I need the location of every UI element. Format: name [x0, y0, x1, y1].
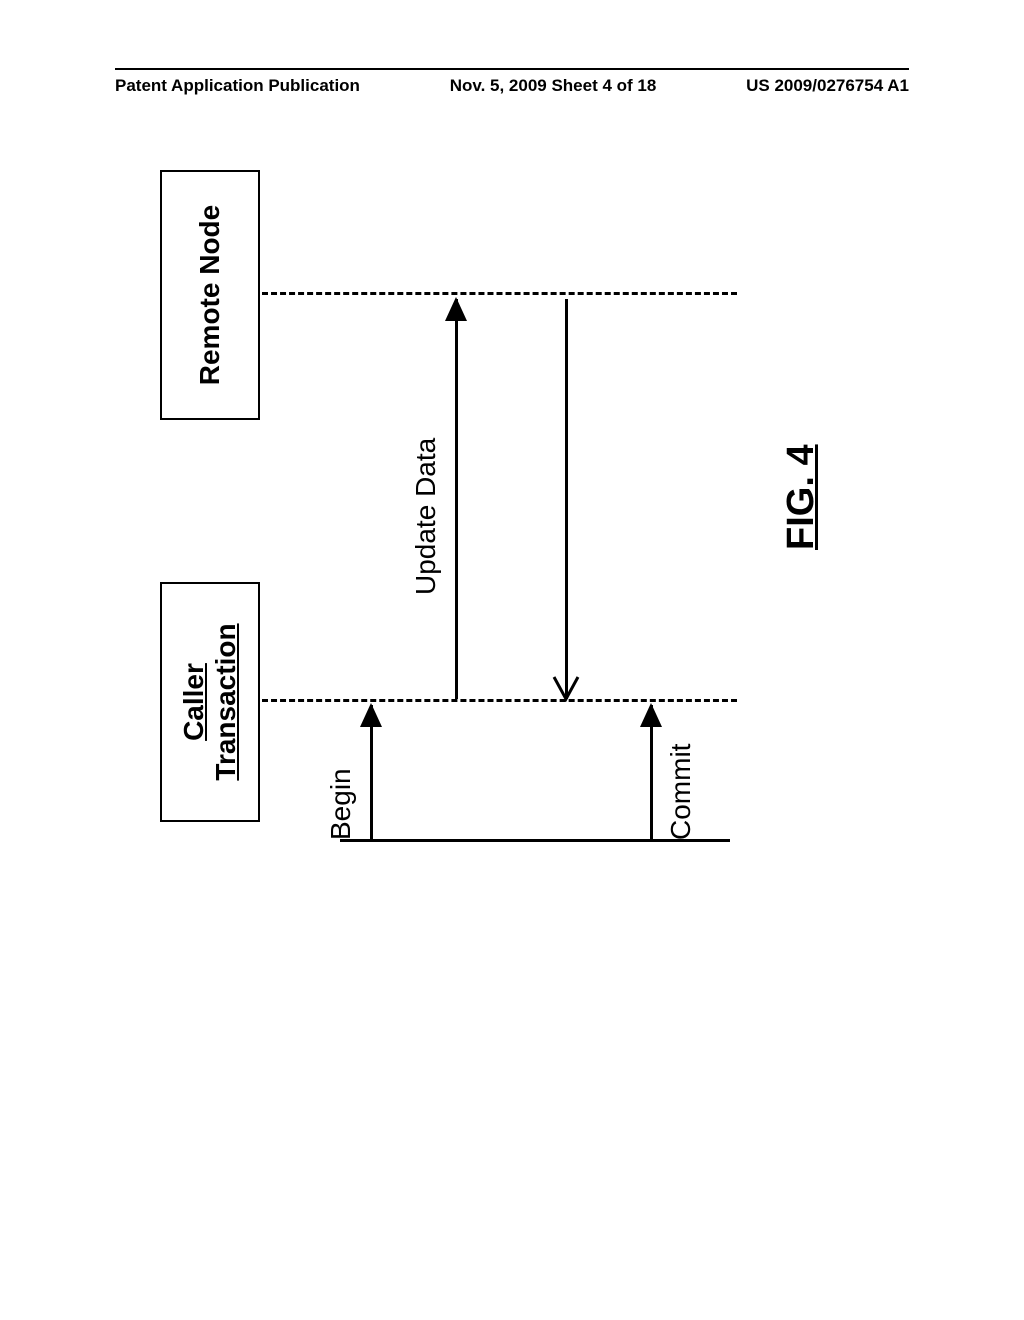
sequence-diagram: Caller Transaction Remote Node Begin Upd… — [160, 170, 840, 850]
begin-arrow — [370, 705, 373, 840]
return-arrowhead-icon — [552, 675, 580, 703]
header-middle: Nov. 5, 2009 Sheet 4 of 18 — [450, 76, 657, 96]
begin-label: Begin — [325, 768, 357, 840]
caller-label-2: Transaction — [210, 623, 242, 780]
update-data-arrow — [455, 299, 458, 699]
commit-arrowhead-icon — [640, 703, 662, 727]
begin-arrowhead-icon — [360, 703, 382, 727]
caller-transaction-box: Caller Transaction — [160, 582, 260, 822]
caller-lifeline — [262, 699, 737, 702]
remote-label: Remote Node — [194, 205, 226, 385]
update-label: Update Data — [410, 438, 442, 595]
update-arrowhead-icon — [445, 297, 467, 321]
page-header: Patent Application Publication Nov. 5, 2… — [115, 68, 909, 98]
commit-arrow — [650, 705, 653, 840]
caller-label-1: Caller — [178, 663, 210, 741]
header-left: Patent Application Publication — [115, 76, 360, 96]
figure-label: FIG. 4 — [780, 444, 823, 550]
remote-node-box: Remote Node — [160, 170, 260, 420]
remote-lifeline — [262, 292, 737, 295]
update-return-arrow — [565, 299, 568, 699]
header-right: US 2009/0276754 A1 — [746, 76, 909, 96]
commit-label: Commit — [665, 744, 697, 840]
